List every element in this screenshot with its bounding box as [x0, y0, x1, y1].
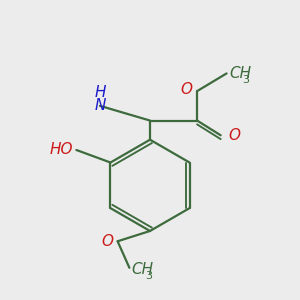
Text: CH: CH — [230, 66, 252, 81]
Text: H: H — [94, 85, 106, 100]
Text: O: O — [228, 128, 240, 143]
Text: 3: 3 — [145, 271, 152, 281]
Text: N: N — [94, 98, 106, 113]
Text: 3: 3 — [242, 75, 249, 85]
Text: HO: HO — [50, 142, 74, 158]
Text: O: O — [101, 234, 113, 249]
Text: CH: CH — [131, 262, 153, 277]
Text: O: O — [181, 82, 193, 97]
